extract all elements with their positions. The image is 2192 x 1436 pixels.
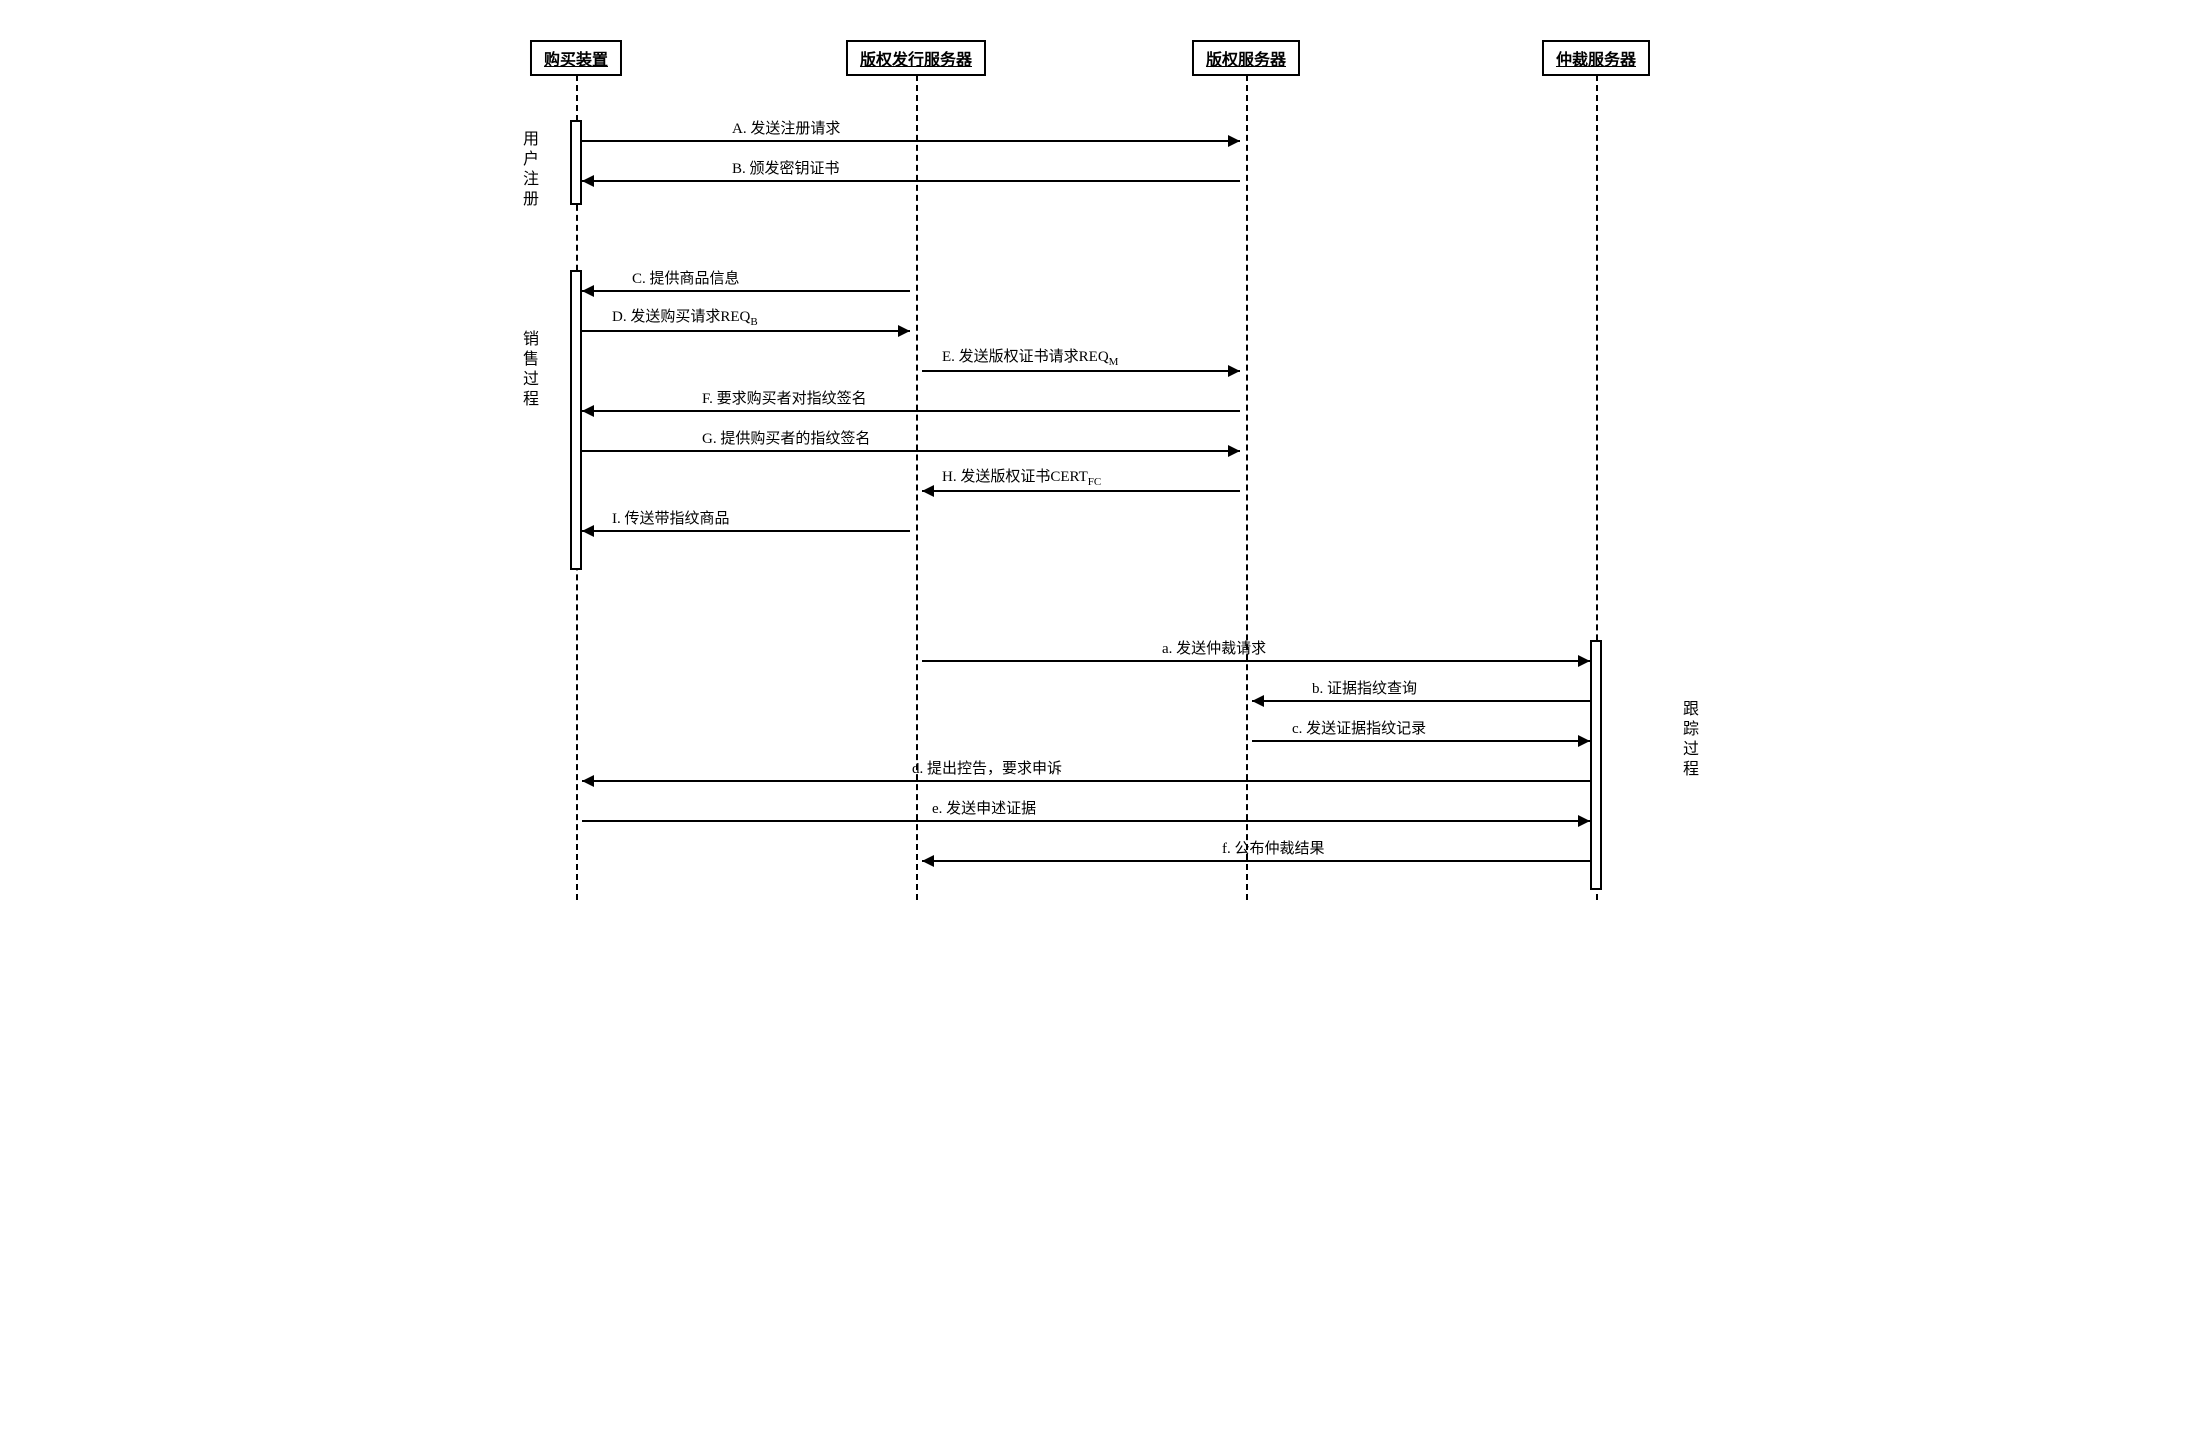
arrow-left-icon xyxy=(922,855,934,867)
message-label-H: H. 发送版权证书CERTFC xyxy=(942,465,1101,488)
lifeline-rights xyxy=(1246,75,1248,900)
arrow-right-icon xyxy=(1228,445,1240,457)
message-label-b: b. 证据指纹查询 xyxy=(1312,677,1417,698)
participant-arbiter: 仲裁服务器 xyxy=(1542,40,1650,76)
message-line-e xyxy=(582,820,1590,822)
arrow-left-icon xyxy=(582,525,594,537)
message-label-D: D. 发送购买请求REQB xyxy=(612,305,758,328)
message-line-I xyxy=(582,530,910,532)
message-line-b xyxy=(1252,700,1590,702)
message-label-e: e. 发送申述证据 xyxy=(932,797,1036,818)
message-line-F xyxy=(582,410,1240,412)
phase-label-sale: 销售过程 xyxy=(516,330,540,410)
message-line-E xyxy=(922,370,1240,372)
message-line-G xyxy=(582,450,1240,452)
message-line-d xyxy=(582,780,1590,782)
message-label-f: f. 公布仲裁结果 xyxy=(1222,837,1325,858)
message-line-H xyxy=(922,490,1240,492)
message-line-D xyxy=(582,330,910,332)
activation-buyer-0 xyxy=(570,120,582,205)
message-label-I: I. 传送带指纹商品 xyxy=(612,507,730,528)
arrow-left-icon xyxy=(582,285,594,297)
message-label-G: G. 提供购买者的指纹签名 xyxy=(702,427,870,448)
arrow-left-icon xyxy=(582,175,594,187)
phase-label-register: 用户注册 xyxy=(516,130,540,210)
arrow-right-icon xyxy=(1578,655,1590,667)
arrow-right-icon xyxy=(1578,735,1590,747)
participant-issuer: 版权发行服务器 xyxy=(846,40,986,76)
message-label-c: c. 发送证据指纹记录 xyxy=(1292,717,1426,738)
message-line-a xyxy=(922,660,1590,662)
message-label-B: B. 颁发密钥证书 xyxy=(732,157,840,178)
message-label-d: d. 提出控告，要求申诉 xyxy=(912,757,1062,778)
message-line-C xyxy=(582,290,910,292)
arrow-right-icon xyxy=(898,325,910,337)
activation-buyer-1 xyxy=(570,270,582,570)
message-line-B xyxy=(582,180,1240,182)
participant-buyer: 购买装置 xyxy=(530,40,622,76)
arrow-right-icon xyxy=(1228,135,1240,147)
message-label-C: C. 提供商品信息 xyxy=(632,267,740,288)
message-label-A: A. 发送注册请求 xyxy=(732,117,840,138)
participant-rights: 版权服务器 xyxy=(1192,40,1300,76)
arrow-right-icon xyxy=(1228,365,1240,377)
message-line-f xyxy=(922,860,1590,862)
message-label-F: F. 要求购买者对指纹签名 xyxy=(702,387,867,408)
arrow-left-icon xyxy=(582,775,594,787)
message-label-a: a. 发送仲裁请求 xyxy=(1162,637,1266,658)
message-line-A xyxy=(582,140,1240,142)
arrow-right-icon xyxy=(1578,815,1590,827)
arrow-left-icon xyxy=(922,485,934,497)
phase-label-track: 跟踪过程 xyxy=(1676,700,1700,780)
sequence-diagram: 购买装置 版权发行服务器 版权服务器 仲裁服务器用户注册销售过程跟踪过程 A. 发送注册… xyxy=(446,20,1746,920)
message-line-c xyxy=(1252,740,1590,742)
activation-arbiter-2 xyxy=(1590,640,1602,890)
arrow-left-icon xyxy=(1252,695,1264,707)
message-label-E: E. 发送版权证书请求REQM xyxy=(942,345,1118,368)
arrow-left-icon xyxy=(582,405,594,417)
